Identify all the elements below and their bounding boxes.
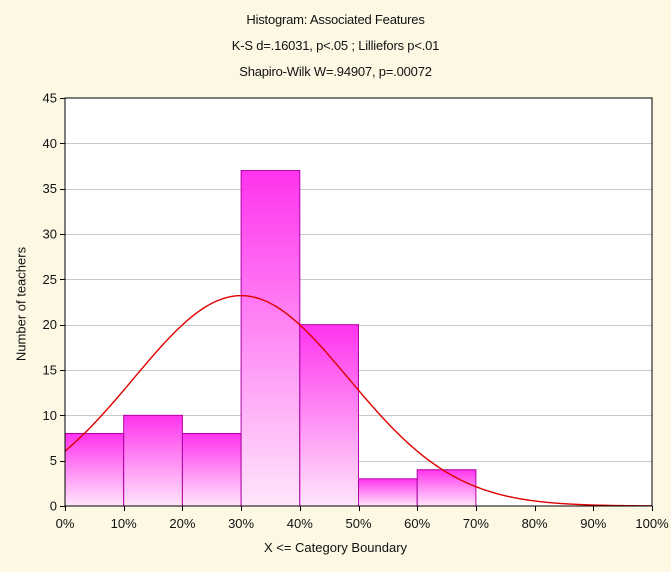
histogram-bar bbox=[299, 324, 359, 507]
y-tick-label: 25 bbox=[43, 272, 57, 287]
y-tick-label: 5 bbox=[50, 453, 57, 468]
y-tick-label: 0 bbox=[50, 499, 57, 514]
x-tick-label: 50% bbox=[345, 516, 371, 531]
normal-fit-curve bbox=[64, 294, 653, 507]
y-tick-label: 45 bbox=[43, 91, 57, 106]
x-tick-label: 60% bbox=[404, 516, 430, 531]
y-tick-label: 10 bbox=[43, 408, 57, 423]
chart-subtitle-sw: Shapiro-Wilk W=.94907, p=.00072 bbox=[239, 64, 432, 79]
x-tick-label: 30% bbox=[228, 516, 254, 531]
x-tick-label: 20% bbox=[169, 516, 195, 531]
y-axis-label: Number of teachers bbox=[13, 246, 29, 362]
y-tick-label: 35 bbox=[43, 181, 57, 196]
x-axis-label: X <= Category Boundary bbox=[263, 540, 408, 555]
x-tick-label: 40% bbox=[287, 516, 313, 531]
x-tick-label: 80% bbox=[522, 516, 548, 531]
histogram-bar bbox=[416, 469, 477, 507]
y-tick-label: 30 bbox=[43, 227, 57, 242]
x-tick-label: 10% bbox=[111, 516, 137, 531]
histogram-bar bbox=[123, 414, 183, 507]
chart-subtitle-ks: K-S d=.16031, p<.05 ; Lilliefors p<.01 bbox=[231, 38, 440, 53]
y-tick-label: 20 bbox=[43, 317, 57, 332]
x-tick-label: 90% bbox=[580, 516, 606, 531]
x-tick-label: 70% bbox=[463, 516, 489, 531]
histogram-bar bbox=[358, 478, 418, 507]
chart-title: Histogram: Associated Features bbox=[246, 12, 425, 27]
x-tick-label: 0% bbox=[56, 516, 75, 531]
y-tick-label: 40 bbox=[43, 136, 57, 151]
histogram-bar bbox=[181, 432, 242, 507]
y-tick-label: 15 bbox=[43, 363, 57, 378]
x-tick-label: 100% bbox=[635, 516, 669, 531]
histogram-bar bbox=[240, 170, 301, 507]
plot-frame bbox=[64, 97, 653, 507]
